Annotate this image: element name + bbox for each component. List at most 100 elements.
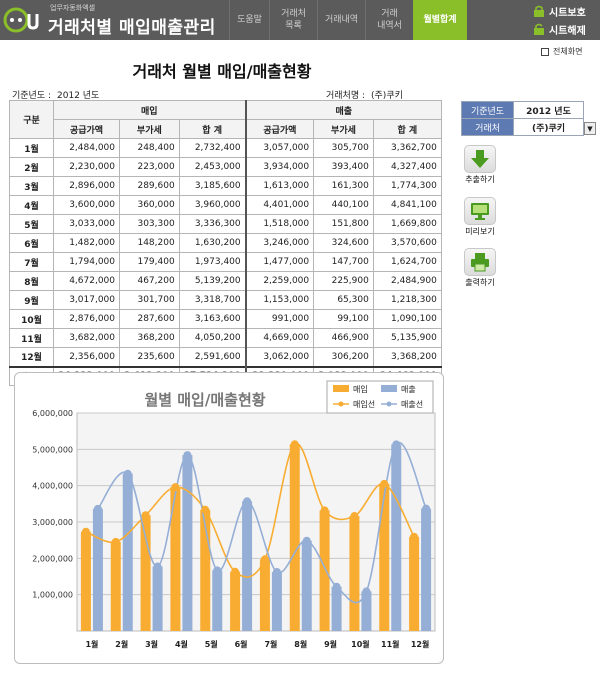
filter-year-value[interactable]: 2012 년도 [513, 101, 584, 119]
point-sales [153, 562, 162, 571]
chevron-down-icon[interactable]: ▼ [584, 122, 596, 135]
checkbox-icon [541, 47, 549, 56]
year-info: 기준년도 : 2012 년도 [12, 88, 99, 101]
row-label: 8월 [9, 271, 54, 291]
table-cell: 4,401,000 [244, 195, 315, 215]
bar-sales [212, 570, 223, 631]
table-cell: 3,600,000 [53, 195, 120, 215]
sheet-unprotect-label: 시트해제 [549, 25, 586, 37]
bar-purchase [409, 536, 420, 631]
table-cell: 3,960,000 [178, 195, 247, 215]
filter-panel: 기준년도 2012 년도 거래처 (주)쿠키 [461, 101, 584, 136]
row-label: 4월 [9, 195, 54, 215]
row-label: 11월 [9, 328, 54, 348]
table-cell: 3,033,000 [53, 214, 120, 234]
tab-monthly-total[interactable]: 월별합계 [413, 0, 467, 40]
app-title: 거래처별 매입매출관리 [48, 18, 216, 38]
table-cell: 2,453,000 [178, 157, 247, 177]
bar-sales [271, 571, 282, 631]
y-tick-label: 5,000,000 [32, 445, 73, 454]
table-cell: 3,682,000 [53, 328, 120, 348]
bar-purchase [230, 571, 241, 631]
chart-title: 월별 매입/매출현황 [144, 391, 265, 409]
point-purchase [380, 479, 389, 488]
table-cell: 151,800 [313, 214, 374, 234]
report-title: 거래처 월별 매입/매출현황 [132, 62, 312, 81]
purchase-header: 매입 [52, 100, 247, 120]
subcol-header: 부가세 [119, 119, 180, 139]
y-tick-label: 6,000,000 [32, 409, 73, 418]
table-row: 11월 3,682,000 368,200 4,050,200 4,669,000 466… [9, 328, 442, 348]
table-cell: 225,900 [313, 271, 374, 291]
table-cell: 303,300 [119, 214, 180, 234]
bar-sales [92, 508, 103, 631]
vendor-info: 거래처명 : (주)쿠키 [326, 88, 403, 101]
preview-label: 미리보기 [465, 227, 495, 236]
x-tick-label: 6월 [235, 639, 248, 649]
tab-transactions[interactable]: 거래내역 [317, 0, 365, 40]
table-cell: 2,591,600 [178, 347, 247, 367]
sheet-protect-label: 시트보호 [549, 7, 586, 19]
row-label: 12월 [9, 347, 54, 367]
table-row: 6월 1,482,000 148,200 1,630,200 3,246,000 324,… [9, 233, 442, 253]
vendor-info-value: (주)쿠키 [371, 91, 403, 101]
table-cell: 360,000 [119, 195, 180, 215]
fullscreen-checkbox[interactable]: 전체화면 [541, 46, 582, 57]
preview-button[interactable]: 미리보기 [459, 197, 501, 239]
table-cell: 235,600 [119, 347, 180, 367]
table-cell: 4,672,000 [53, 271, 120, 291]
point-purchase [231, 567, 240, 576]
table-cell: 4,841,100 [372, 195, 442, 215]
point-sales [362, 587, 371, 596]
table-row: 1월 2,484,000 248,400 2,732,400 3,057,000 305,… [9, 138, 442, 158]
logo-icon [3, 7, 39, 33]
table-cell: 4,669,000 [244, 328, 315, 348]
table-cell: 305,700 [313, 138, 374, 158]
table-cell: 148,200 [119, 233, 180, 253]
tab-statement[interactable]: 거래 내역서 [365, 0, 413, 40]
table-cell: 2,732,400 [178, 138, 247, 158]
table-cell: 324,600 [313, 233, 374, 253]
bar-sales [361, 591, 372, 631]
legend-swatch-purchase [333, 385, 349, 392]
table-cell: 2,230,000 [53, 157, 120, 177]
table-cell: 3,163,600 [178, 309, 247, 329]
table-cell: 393,400 [313, 157, 374, 177]
x-tick-label: 7월 [264, 639, 277, 649]
subcol-header: 공급가액 [244, 119, 315, 139]
filter-vendor-select[interactable]: (주)쿠키 [513, 118, 584, 136]
table-cell: 3,062,000 [244, 347, 315, 367]
table-cell: 368,200 [119, 328, 180, 348]
bar-purchase [110, 541, 121, 631]
sheet-unprotect-button[interactable]: 시트해제 [533, 20, 599, 38]
table-cell: 1,794,000 [53, 252, 120, 272]
table-cell: 65,300 [313, 290, 374, 310]
tab-help[interactable]: 도움말 [229, 0, 269, 40]
table-cell: 289,600 [119, 176, 180, 196]
bar-sales [331, 586, 342, 631]
tab-vendor-list[interactable]: 거래처 목록 [269, 0, 317, 40]
bar-sales [152, 566, 163, 631]
company-name: 업무자동화엑셀 [50, 4, 96, 12]
table-cell: 99,100 [313, 309, 374, 329]
app-header: 업무자동화엑셀 거래처별 매입매출관리 도움말 거래처 목록 거래내역 거래 내… [0, 0, 600, 40]
extract-button[interactable]: 추출하기 [459, 145, 501, 187]
table-row: 2월 2,230,000 223,000 2,453,000 3,934,000 393,… [9, 157, 442, 177]
table-cell: 3,362,700 [372, 138, 442, 158]
monitor-icon [464, 197, 496, 225]
legend-box [326, 380, 434, 414]
table-cell: 5,135,900 [372, 328, 442, 348]
x-tick-label: 9월 [324, 639, 337, 649]
bar-sales [301, 540, 312, 631]
table-row: 8월 4,672,000 467,200 5,139,200 2,259,000 225,… [9, 271, 442, 291]
print-button[interactable]: 출력하기 [459, 248, 501, 290]
table-cell: 2,484,000 [53, 138, 120, 158]
y-tick-label: 1,000,000 [32, 591, 73, 600]
sheet-protect-button[interactable]: 시트보호 [533, 2, 599, 20]
point-purchase [111, 537, 120, 546]
table-cell: 3,368,200 [372, 347, 442, 367]
table-cell: 3,185,600 [178, 176, 247, 196]
filter-vendor-label: 거래처 [461, 118, 514, 136]
table-row: 3월 2,896,000 289,600 3,185,600 1,613,000 161,… [9, 176, 442, 196]
table-cell: 147,700 [313, 252, 374, 272]
